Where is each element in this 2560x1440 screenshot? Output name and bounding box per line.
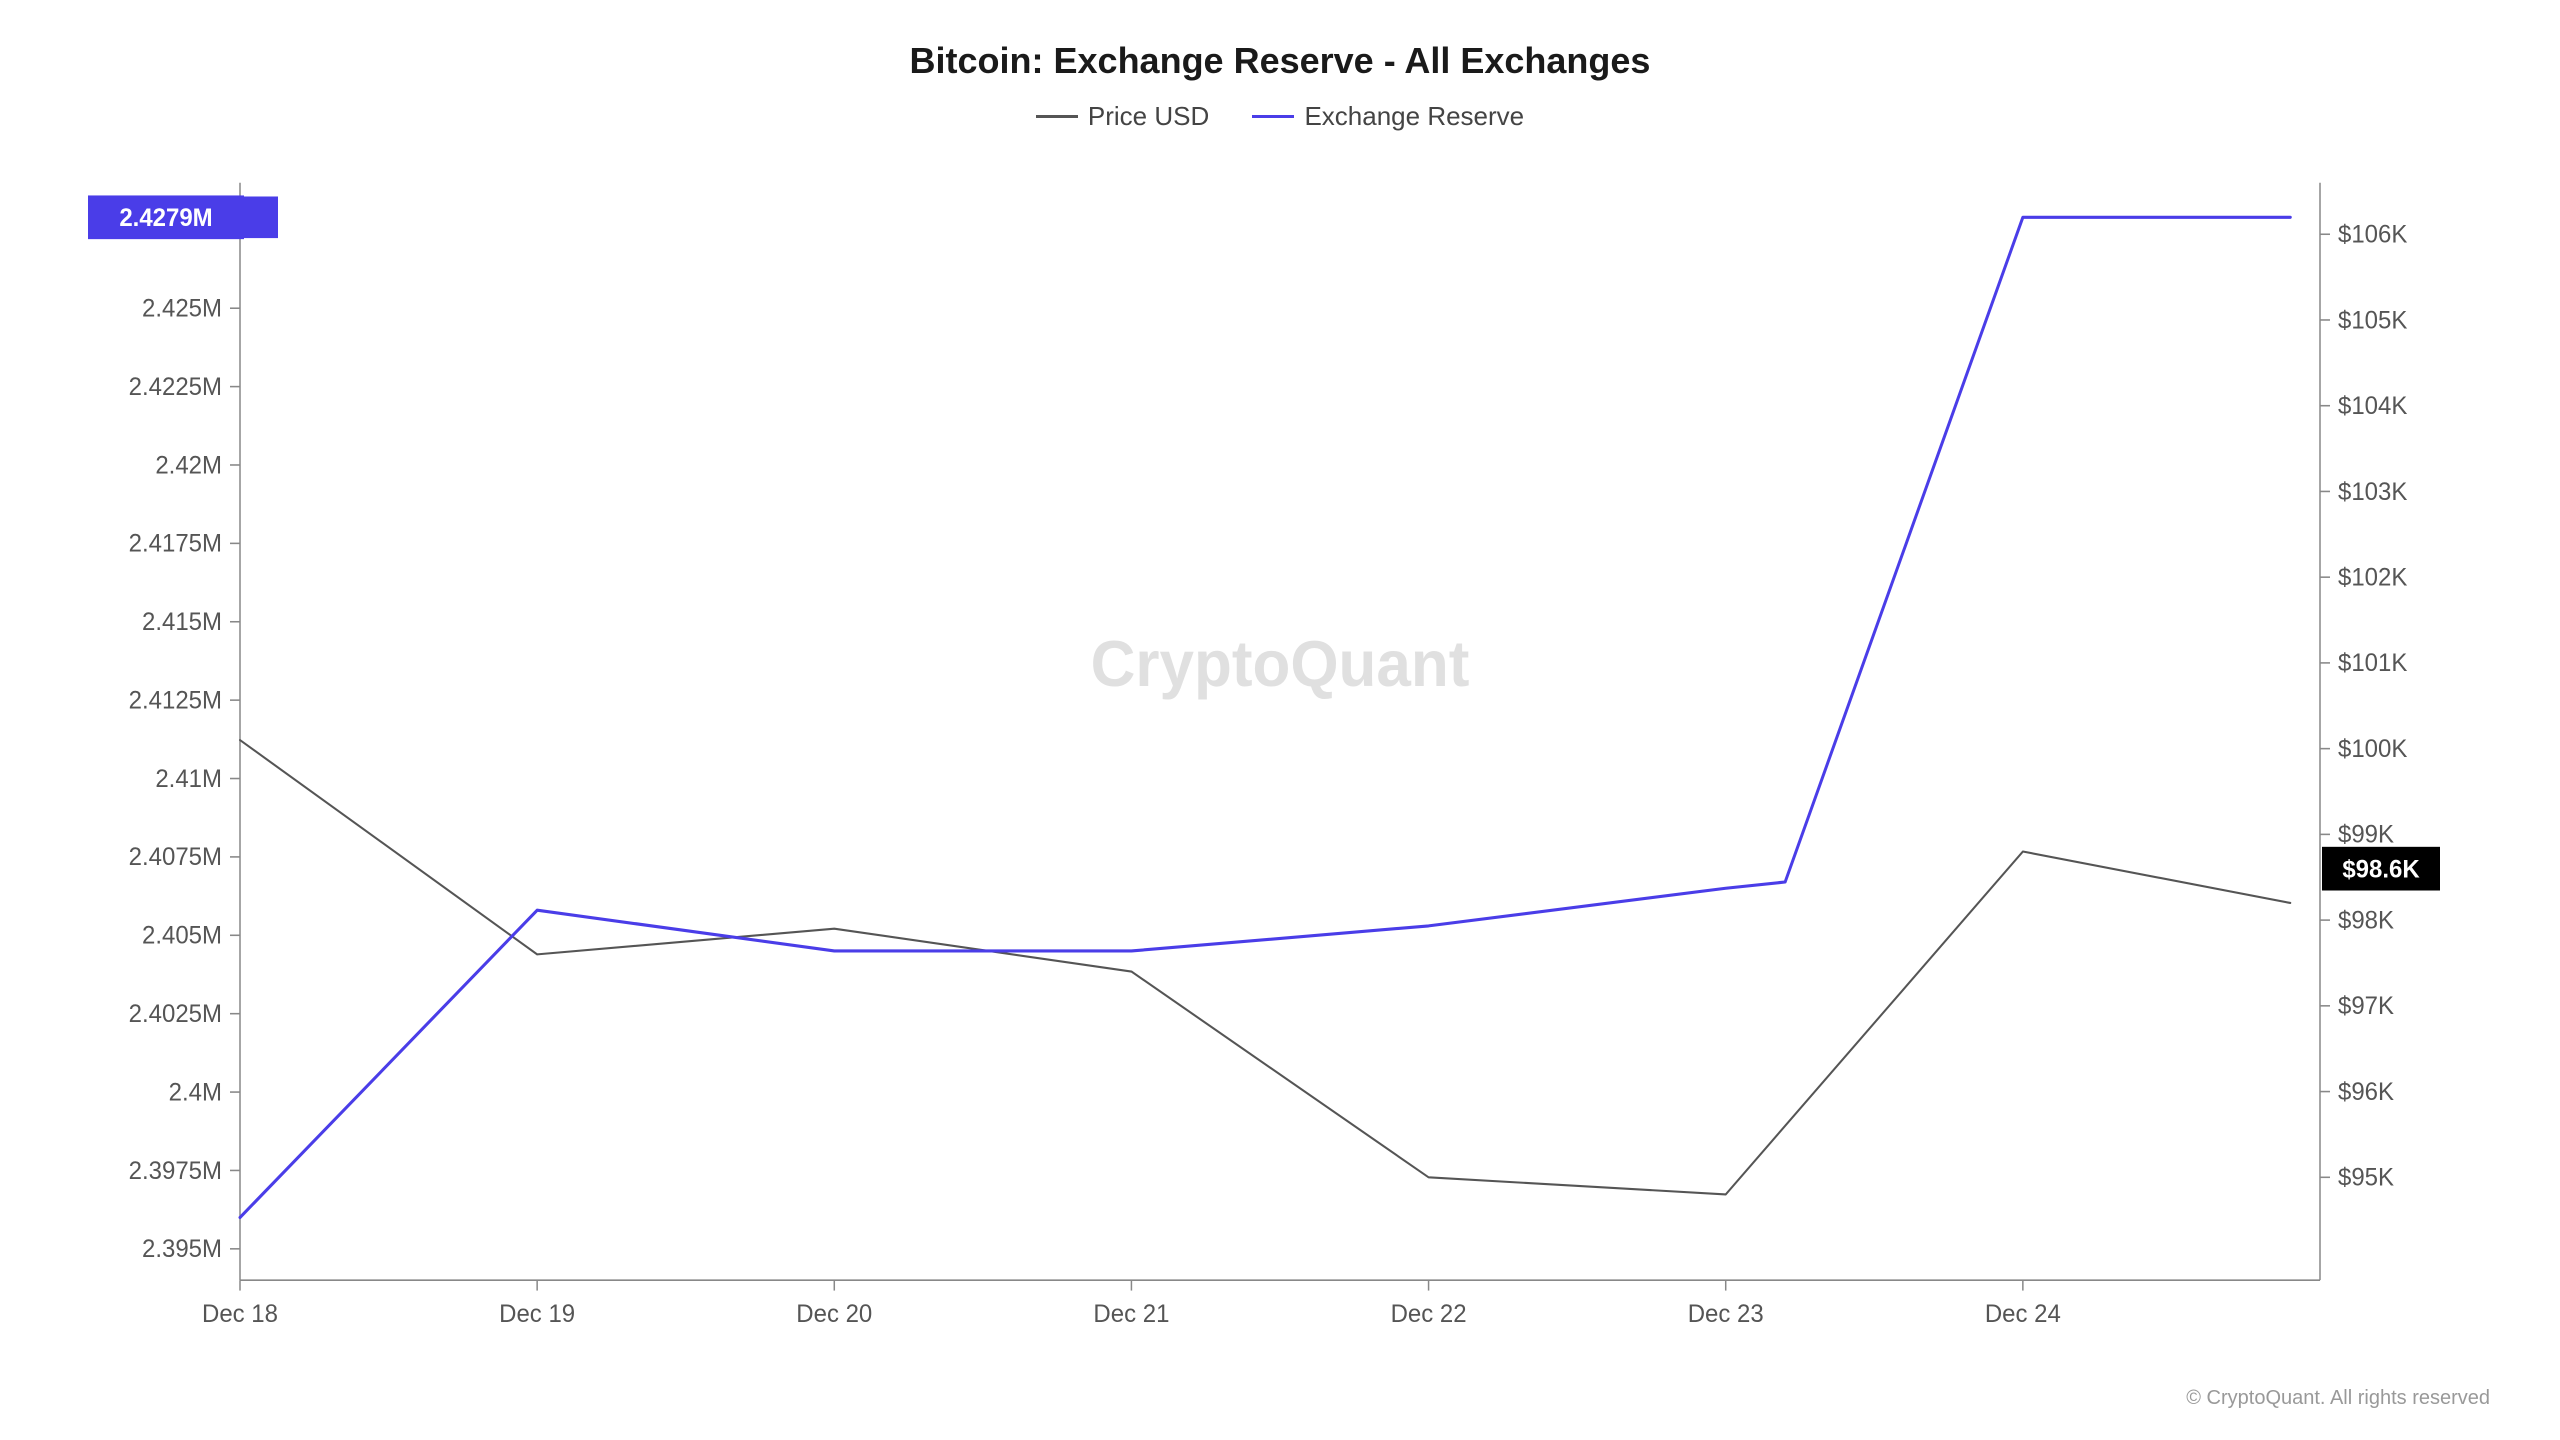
svg-text:2.4279M: 2.4279M bbox=[119, 205, 212, 233]
svg-text:2.4075M: 2.4075M bbox=[129, 844, 222, 872]
svg-text:Dec 24: Dec 24 bbox=[1985, 1300, 2061, 1328]
svg-text:2.4225M: 2.4225M bbox=[129, 374, 222, 402]
svg-text:$102K: $102K bbox=[2338, 564, 2408, 592]
svg-text:Dec 22: Dec 22 bbox=[1391, 1300, 1467, 1328]
svg-text:$105K: $105K bbox=[2338, 307, 2408, 335]
legend-label-reserve: Exchange Reserve bbox=[1304, 101, 1524, 132]
svg-text:2.4025M: 2.4025M bbox=[129, 1001, 222, 1029]
svg-text:$99K: $99K bbox=[2338, 821, 2395, 849]
svg-text:Dec 20: Dec 20 bbox=[796, 1300, 872, 1328]
chart-container: Bitcoin: Exchange Reserve - All Exchange… bbox=[0, 0, 2560, 1440]
legend-item-reserve: Exchange Reserve bbox=[1252, 101, 1524, 132]
legend-swatch-price bbox=[1036, 115, 1078, 118]
svg-text:$97K: $97K bbox=[2338, 993, 2395, 1021]
svg-text:Dec 21: Dec 21 bbox=[1093, 1300, 1169, 1328]
svg-text:$106K: $106K bbox=[2338, 221, 2408, 249]
svg-text:Dec 18: Dec 18 bbox=[202, 1300, 278, 1328]
legend-item-price: Price USD bbox=[1036, 101, 1209, 132]
chart-title: Bitcoin: Exchange Reserve - All Exchange… bbox=[50, 40, 2510, 82]
svg-text:$98.6K: $98.6K bbox=[2342, 856, 2420, 884]
svg-text:2.41M: 2.41M bbox=[155, 765, 222, 793]
svg-text:2.42M: 2.42M bbox=[155, 452, 222, 480]
svg-text:$101K: $101K bbox=[2338, 650, 2408, 678]
svg-text:2.4125M: 2.4125M bbox=[129, 687, 222, 715]
legend: Price USD Exchange Reserve bbox=[50, 94, 2510, 132]
svg-text:2.4M: 2.4M bbox=[169, 1079, 222, 1107]
svg-text:Dec 19: Dec 19 bbox=[499, 1300, 575, 1328]
svg-text:$98K: $98K bbox=[2338, 907, 2395, 935]
legend-swatch-reserve bbox=[1252, 115, 1294, 118]
svg-text:$100K: $100K bbox=[2338, 736, 2408, 764]
svg-text:$104K: $104K bbox=[2338, 393, 2408, 421]
svg-text:2.3975M: 2.3975M bbox=[129, 1157, 222, 1185]
svg-text:2.405M: 2.405M bbox=[142, 922, 222, 950]
svg-text:$103K: $103K bbox=[2338, 478, 2408, 506]
svg-text:$95K: $95K bbox=[2338, 1164, 2395, 1192]
svg-text:2.395M: 2.395M bbox=[142, 1236, 222, 1264]
svg-text:2.4175M: 2.4175M bbox=[129, 530, 222, 558]
svg-text:2.415M: 2.415M bbox=[142, 609, 222, 637]
svg-text:$96K: $96K bbox=[2338, 1078, 2395, 1106]
copyright-text: © CryptoQuant. All rights reserved bbox=[50, 1387, 2510, 1410]
legend-label-price: Price USD bbox=[1088, 101, 1209, 132]
svg-text:Dec 23: Dec 23 bbox=[1688, 1300, 1764, 1328]
svg-text:CryptoQuant: CryptoQuant bbox=[1091, 629, 1470, 700]
svg-text:2.425M: 2.425M bbox=[142, 295, 222, 323]
chart-plot-area: CryptoQuant 2.395M 2.3975M 2.4M 2.4025M 2.405… bbox=[50, 162, 2510, 1379]
chart-svg: CryptoQuant 2.395M 2.3975M 2.4M 2.4025M 2.405… bbox=[50, 162, 2510, 1379]
